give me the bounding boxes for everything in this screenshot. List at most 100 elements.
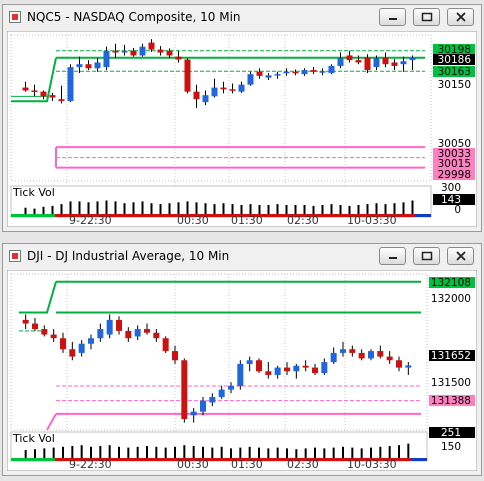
candle-body bbox=[166, 50, 173, 56]
candle-body bbox=[58, 99, 65, 101]
candle-body bbox=[292, 71, 299, 74]
dji-candlestick-chart[interactable]: Tick Vol 9-22:30 00:30 01:30 02:30 10-03:30 13… bbox=[7, 270, 477, 471]
maximize-icon bbox=[421, 251, 433, 261]
candle-body bbox=[301, 70, 308, 75]
volume-pane bbox=[10, 431, 428, 462]
volume-bar bbox=[43, 448, 46, 458]
price-label-badge bbox=[429, 350, 475, 361]
session-strip-overnight bbox=[55, 458, 411, 461]
candle-body bbox=[218, 389, 225, 397]
candle-body bbox=[373, 58, 380, 68]
close-icon bbox=[456, 251, 466, 261]
volume-bar bbox=[222, 203, 225, 214]
title-bar[interactable]: DJI - DJ Industrial Average, 10 Min bbox=[3, 244, 481, 270]
candle-body bbox=[377, 351, 384, 357]
candle-body bbox=[368, 351, 374, 359]
volume-bar bbox=[155, 446, 158, 458]
candle-body bbox=[364, 57, 371, 71]
volume-bar bbox=[204, 203, 207, 214]
volume-bar bbox=[174, 446, 176, 458]
volume-bar bbox=[60, 204, 63, 214]
price-axis-label: 29998 bbox=[438, 169, 471, 181]
candle-body bbox=[148, 42, 155, 50]
close-button[interactable] bbox=[447, 8, 474, 26]
volume-bar bbox=[366, 204, 369, 214]
candle-body bbox=[391, 62, 398, 66]
volume-bar bbox=[398, 445, 400, 458]
volume-bar bbox=[267, 205, 270, 214]
green-step-line bbox=[19, 281, 57, 314]
volume-bar bbox=[146, 446, 148, 458]
candle-body bbox=[78, 343, 85, 353]
title-bar[interactable]: NQC5 - NASDAQ Composite, 10 Min bbox=[3, 5, 481, 31]
candle-body bbox=[274, 367, 281, 375]
minimize-icon bbox=[389, 18, 397, 20]
volume-bar bbox=[123, 203, 126, 214]
volume-bar bbox=[24, 207, 27, 214]
minimize-icon bbox=[389, 257, 397, 259]
price-axis-label: 30198 bbox=[438, 44, 471, 56]
volume-bar bbox=[80, 445, 83, 458]
volume-bar bbox=[195, 202, 198, 214]
volume-bar bbox=[407, 443, 410, 458]
time-axis-label: 10-03:30 bbox=[347, 458, 397, 471]
candle-body bbox=[31, 90, 38, 92]
window-title: DJI - DJ Industrial Average, 10 Min bbox=[27, 249, 230, 263]
candle-body bbox=[60, 338, 66, 350]
price-axis-label: 132108 bbox=[431, 277, 471, 289]
candle-body bbox=[211, 87, 218, 97]
maximize-button[interactable] bbox=[413, 8, 440, 26]
price-label-badge bbox=[433, 44, 475, 55]
price-axis-label: 30186 bbox=[438, 54, 472, 66]
price-axis-label: 30033 bbox=[438, 148, 471, 160]
maximize-button[interactable] bbox=[413, 247, 440, 265]
volume-bar bbox=[357, 205, 360, 214]
green-step-line bbox=[11, 57, 57, 103]
close-button[interactable] bbox=[447, 247, 474, 265]
volume-bar bbox=[249, 204, 252, 214]
candle-body bbox=[134, 329, 141, 337]
volume-bar bbox=[314, 447, 316, 458]
volume-bar bbox=[99, 446, 102, 458]
candle-body bbox=[172, 351, 178, 361]
candle-body bbox=[386, 356, 393, 361]
window-title: NQC5 - NASDAQ Composite, 10 Min bbox=[27, 10, 241, 24]
candle-body bbox=[175, 56, 182, 60]
minimize-button[interactable] bbox=[379, 8, 406, 26]
candle-body bbox=[22, 87, 29, 91]
candle-body bbox=[69, 349, 76, 357]
volume-value-badge bbox=[429, 427, 475, 438]
candle-body bbox=[125, 330, 132, 339]
volume-bar bbox=[240, 205, 243, 214]
price-label-badge bbox=[433, 169, 475, 180]
candle-body bbox=[340, 349, 346, 353]
candle-body bbox=[330, 352, 337, 363]
volume-bar bbox=[136, 446, 139, 458]
volume-bar bbox=[339, 205, 342, 214]
session-strip-premarket bbox=[11, 458, 55, 461]
candle-body bbox=[220, 87, 227, 90]
price-axis-label: 30050 bbox=[438, 138, 471, 150]
volume-value-badge bbox=[433, 194, 475, 205]
candle-body bbox=[112, 50, 119, 53]
volume-bar bbox=[323, 448, 326, 458]
nasdaq-candlestick-chart[interactable]: Tick Vol 9-22:30 00:30 01:30 02:30 10-03:30 30… bbox=[7, 31, 477, 227]
candle-body bbox=[302, 365, 309, 368]
volume-bar bbox=[330, 204, 333, 214]
candle-body bbox=[49, 95, 56, 98]
candle-body bbox=[67, 67, 74, 101]
candle-body bbox=[229, 89, 236, 91]
volume-bar bbox=[276, 447, 279, 458]
time-axis-label: 00:30 bbox=[177, 458, 209, 471]
candle-body bbox=[293, 365, 300, 372]
volume-bar bbox=[141, 201, 144, 214]
candle-body bbox=[184, 59, 191, 92]
minimize-button[interactable] bbox=[379, 247, 406, 265]
volume-bar bbox=[388, 446, 391, 458]
volume-bar bbox=[379, 446, 382, 458]
price-axis-label: 30163 bbox=[438, 66, 471, 78]
volume-bar bbox=[51, 205, 54, 214]
volume-bar bbox=[42, 206, 45, 214]
volume-bar bbox=[52, 447, 55, 458]
candle-body bbox=[121, 50, 128, 53]
